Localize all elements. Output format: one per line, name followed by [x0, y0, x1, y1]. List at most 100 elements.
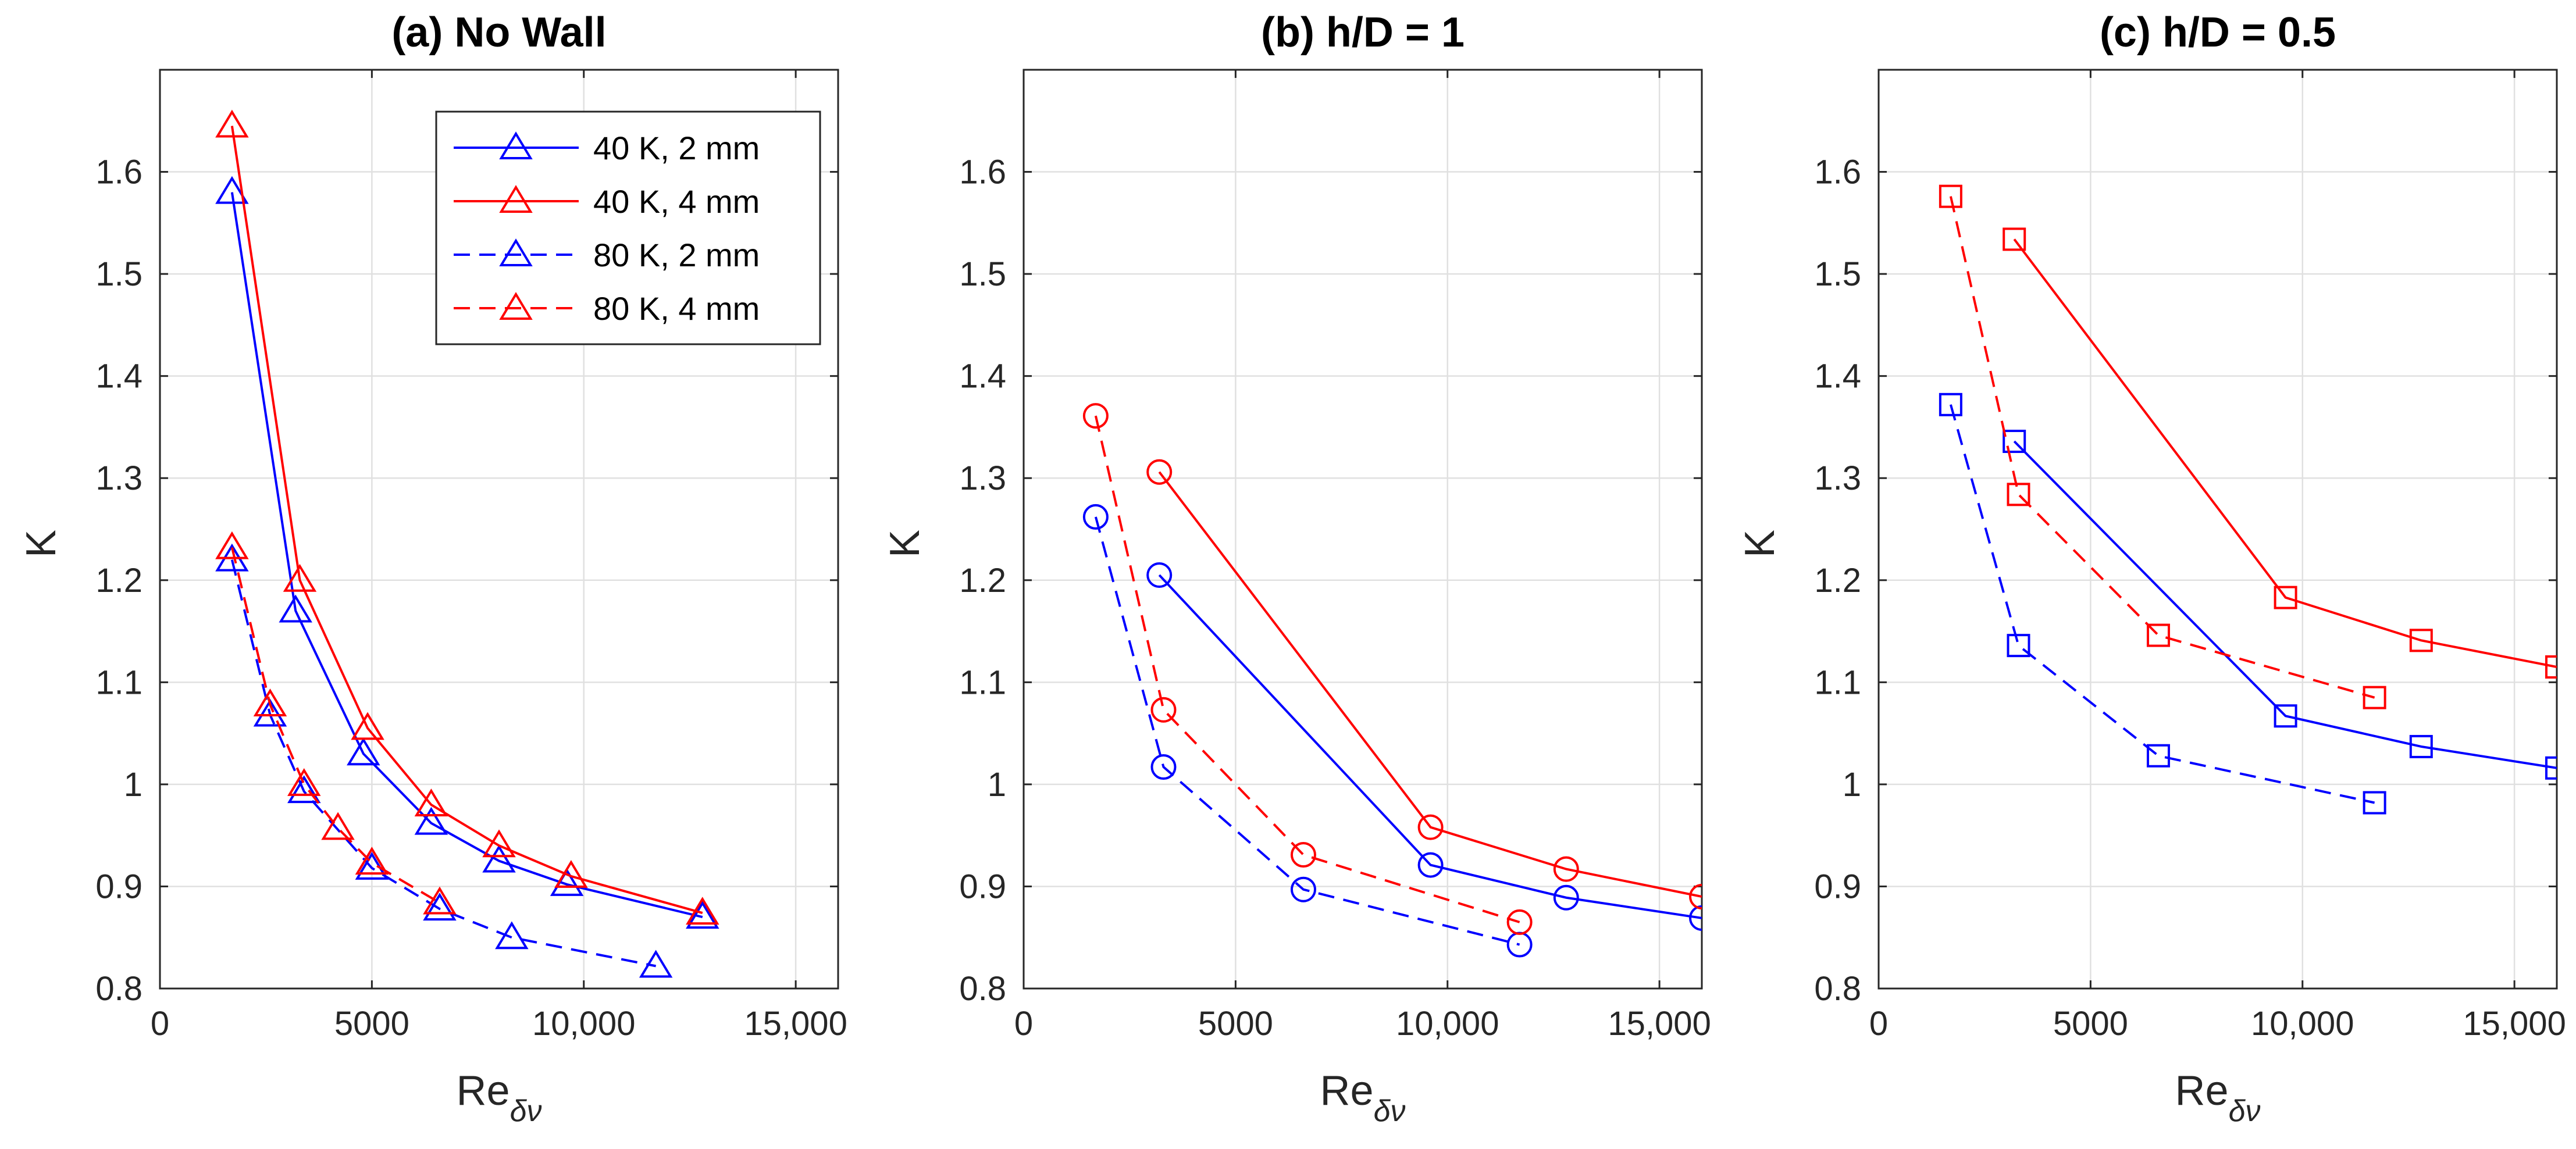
y-tick-label: 1.4	[959, 358, 1006, 395]
legend-entry: 40 K, 2 mm	[454, 130, 760, 166]
legend-label: 80 K, 2 mm	[593, 237, 760, 273]
data-point	[253, 688, 287, 716]
y-tick-label: 1.1	[1814, 663, 1861, 701]
y-tick-label: 1.6	[959, 154, 1006, 191]
x-tick-label: 5000	[2053, 1005, 2128, 1043]
data-point	[2363, 686, 2386, 709]
legend-entry: 80 K, 2 mm	[454, 237, 760, 273]
y-tick-label: 1.2	[95, 562, 142, 600]
x-axis-label: Reδν	[2175, 1068, 2261, 1128]
y-tick-label: 1.5	[95, 255, 142, 293]
data-point	[321, 812, 355, 840]
series-line-3	[1094, 516, 1520, 946]
series-line-3	[1949, 404, 2375, 804]
data-point	[686, 901, 719, 929]
legend-label: 80 K, 4 mm	[593, 290, 760, 327]
series-group	[215, 109, 719, 978]
y-tick-label: 1.6	[1814, 154, 1861, 191]
data-point	[215, 176, 249, 204]
data-point	[1417, 814, 1444, 840]
data-point	[2007, 483, 2030, 506]
data-point	[2003, 430, 2026, 454]
y-tick-label: 0.9	[1814, 868, 1861, 905]
data-point	[347, 737, 380, 766]
axes-box	[1022, 69, 1703, 990]
data-point	[1082, 403, 1109, 429]
y-tick-label: 0.8	[1814, 970, 1861, 1008]
data-point	[2274, 586, 2297, 609]
data-point	[283, 563, 317, 592]
panel-2: 0 5000 10,000 15,000 0.8 0.9 1 1.1 1.2 1.3 1.4 1.5 1…	[882, 9, 1711, 1128]
series-line-1	[1158, 574, 1702, 919]
y-tick-label: 1.1	[95, 663, 142, 701]
x-tick-label: 10,000	[1396, 1005, 1499, 1043]
data-point	[554, 860, 588, 888]
data-point	[2363, 791, 2386, 815]
data-point	[2409, 629, 2433, 652]
series-group	[1939, 184, 2557, 815]
panel-title: (a) No Wall	[391, 9, 606, 56]
y-tick-label: 1.2	[959, 562, 1006, 600]
data-point	[686, 897, 719, 925]
series-line-2	[2013, 238, 2557, 668]
data-point	[1150, 697, 1177, 723]
x-tick-label: 10,000	[2251, 1005, 2354, 1043]
data-point	[1417, 852, 1444, 878]
y-tick-label: 0.8	[95, 970, 142, 1008]
series-line-4	[1094, 415, 1520, 923]
data-point	[1553, 856, 1579, 882]
data-point	[2409, 734, 2433, 758]
legend-marker	[499, 238, 533, 266]
plot-area	[1879, 70, 2557, 989]
data-point	[1689, 884, 1702, 909]
series-line-4	[1949, 196, 2375, 699]
panel-title: (c) h/D = 0.5	[2100, 9, 2336, 56]
data-point	[2274, 704, 2297, 728]
legend-marker	[499, 185, 533, 213]
data-point	[1939, 392, 1962, 416]
x-tick-label: 0	[1014, 1005, 1033, 1043]
y-tick-label: 1.5	[1814, 255, 1861, 293]
data-point	[423, 893, 457, 921]
panel-3: 0 5000 10,000 15,000 0.8 0.9 1 1.1 1.2 1.3 1.4 1.5 1…	[1737, 9, 2566, 1128]
legend-label: 40 K, 2 mm	[593, 130, 760, 166]
data-point	[1506, 909, 1533, 935]
data-point	[1553, 884, 1579, 911]
y-tick-label: 1.3	[95, 459, 142, 497]
y-tick-label: 0.9	[95, 868, 142, 905]
y-tick-label: 1.4	[1814, 358, 1861, 395]
data-point	[215, 109, 249, 138]
x-tick-label: 10,000	[532, 1005, 635, 1043]
legend-marker	[499, 131, 533, 159]
legend: 40 K, 2 mm 40 K, 4 mm 80 K, 2 mm 80 K, 4 mm	[435, 110, 821, 345]
data-point	[2146, 623, 2170, 647]
data-point	[1689, 905, 1702, 931]
y-tick-label: 0.8	[959, 970, 1006, 1008]
data-point	[287, 768, 321, 796]
data-point	[1146, 459, 1173, 485]
data-point	[423, 886, 457, 915]
legend-box	[435, 110, 821, 345]
panel-title: (b) h/D = 1	[1261, 9, 1465, 56]
y-tick-label: 1	[988, 766, 1006, 804]
data-point	[2007, 634, 2030, 658]
y-tick-label: 1.3	[1814, 459, 1861, 497]
y-tick-label: 1.3	[959, 459, 1006, 497]
data-point	[279, 594, 312, 623]
y-tick-label: 1	[124, 766, 142, 804]
series-line-1	[2013, 440, 2557, 769]
data-point	[495, 921, 529, 950]
legend-label: 40 K, 4 mm	[593, 183, 760, 220]
axes-box	[159, 69, 839, 990]
x-tick-label: 0	[1869, 1005, 1888, 1043]
panel-1: 0 5000 10,000 15,000 0.8 0.9 1 1.1 1.2 1.3 1.4 1.5 1…	[18, 9, 847, 1128]
data-point	[2146, 744, 2170, 768]
data-point	[2003, 227, 2026, 251]
axes-box	[1877, 69, 2558, 990]
data-point	[2545, 756, 2557, 780]
data-point	[1146, 562, 1173, 588]
x-axis-label: Reδν	[1320, 1068, 1406, 1128]
data-point	[1290, 876, 1316, 902]
data-point	[287, 775, 321, 804]
